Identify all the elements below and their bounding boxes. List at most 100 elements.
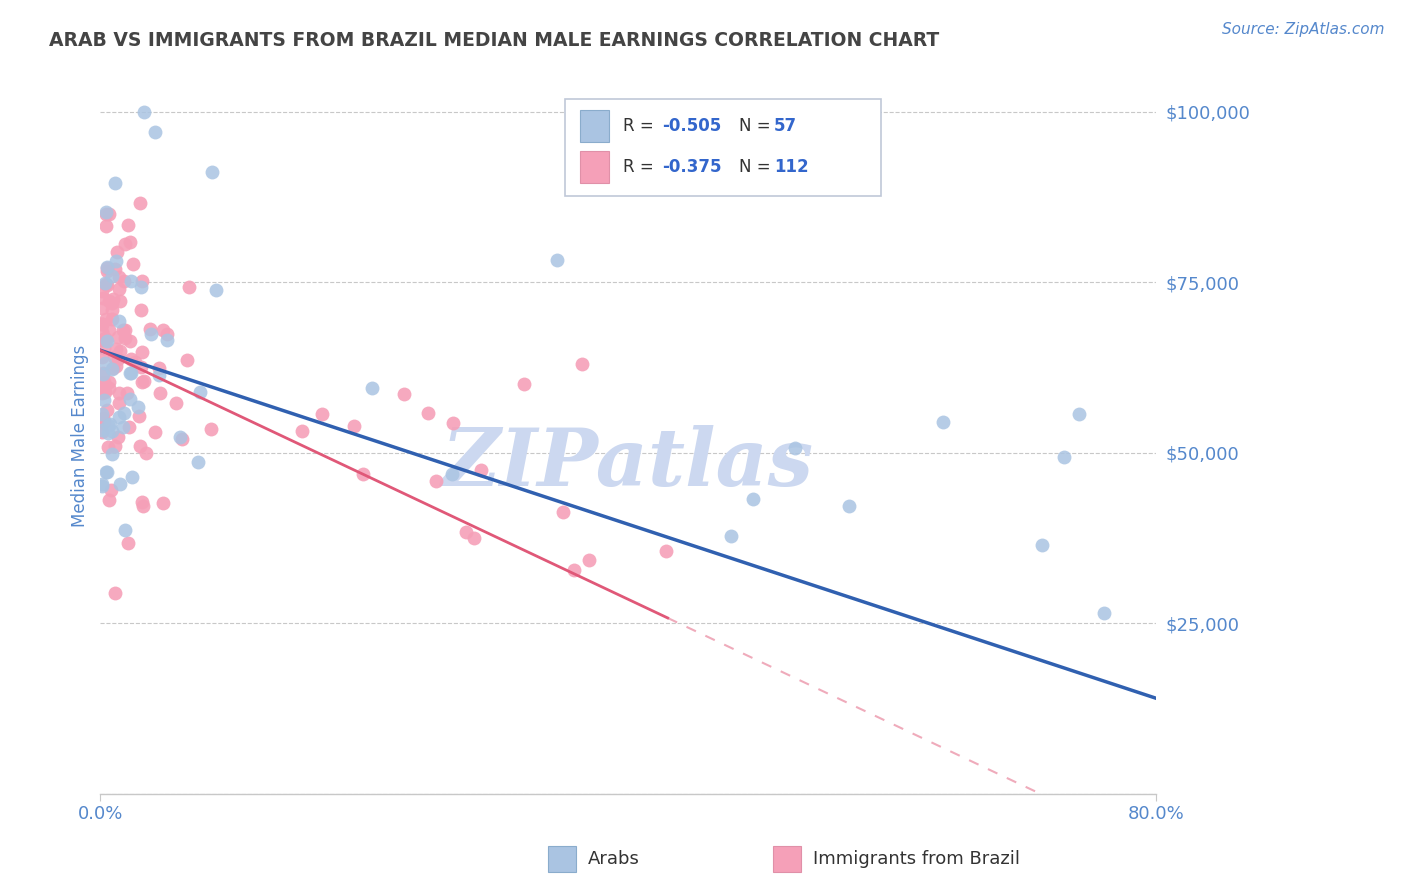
Point: [90, 350, 112, 364]
Point: [353, 467, 375, 481]
Point: [91, 367, 114, 381]
Point: [114, 237, 136, 252]
Point: [121, 470, 143, 484]
Point: [90, 284, 112, 298]
Point: [93, 375, 115, 389]
Point: [120, 274, 142, 288]
Point: [107, 352, 129, 367]
Point: [111, 323, 134, 337]
Point: [91, 318, 114, 332]
Point: [90, 425, 112, 440]
Point: [470, 463, 492, 477]
Point: [105, 359, 128, 373]
Point: [118, 392, 141, 406]
Point: [454, 525, 477, 540]
Point: [93, 385, 115, 400]
Point: [132, 499, 155, 513]
Point: [425, 474, 447, 488]
Point: [311, 407, 333, 421]
Point: [143, 425, 166, 440]
Point: [91, 423, 114, 437]
Point: [96, 219, 118, 234]
Point: [98, 207, 121, 221]
Text: R =: R =: [623, 158, 659, 176]
Point: [188, 385, 211, 400]
Text: ZIPatlas: ZIPatlas: [441, 425, 814, 503]
Point: [131, 375, 153, 389]
Point: [1092, 606, 1115, 620]
Point: [152, 323, 174, 337]
Point: [103, 350, 125, 364]
Point: [93, 331, 115, 345]
Point: [94, 207, 117, 221]
Text: Source: ZipAtlas.com: Source: ZipAtlas.com: [1222, 22, 1385, 37]
Point: [132, 374, 155, 388]
Bar: [579, 110, 609, 142]
Point: [124, 354, 146, 368]
Point: [135, 446, 157, 460]
Point: [100, 361, 122, 376]
Point: [90, 385, 112, 400]
Point: [94, 205, 117, 219]
Point: [112, 274, 135, 288]
Point: [152, 496, 174, 510]
Point: [91, 411, 114, 425]
Point: [553, 505, 575, 519]
Point: [120, 352, 142, 367]
Point: [97, 417, 120, 432]
Point: [96, 263, 118, 277]
Text: 112: 112: [773, 158, 808, 176]
Point: [176, 353, 198, 368]
Point: [463, 531, 485, 545]
Point: [97, 381, 120, 395]
Point: [107, 430, 129, 444]
Point: [93, 393, 115, 408]
Point: [108, 344, 131, 359]
Point: [90, 326, 112, 340]
Point: [93, 356, 115, 370]
Point: [101, 361, 124, 376]
Point: [104, 342, 127, 356]
Point: [90, 479, 112, 493]
Point: [114, 322, 136, 336]
Y-axis label: Median Male Earnings: Median Male Earnings: [72, 344, 89, 526]
Point: [93, 415, 115, 429]
Point: [131, 274, 153, 288]
Point: [91, 367, 114, 381]
Point: [94, 465, 117, 479]
Point: [100, 483, 122, 497]
Point: [97, 375, 120, 389]
Point: [94, 312, 117, 326]
Point: [111, 420, 134, 434]
Bar: [548, 846, 576, 872]
Point: [200, 422, 222, 436]
Point: [655, 544, 678, 558]
Point: [96, 277, 118, 292]
Point: [96, 260, 118, 275]
Point: [165, 396, 187, 410]
Point: [104, 262, 127, 277]
Point: [343, 419, 366, 434]
Point: [129, 303, 152, 318]
Point: [108, 386, 131, 401]
Point: [100, 312, 122, 326]
Point: [100, 296, 122, 310]
Text: -0.505: -0.505: [662, 117, 721, 136]
Point: [149, 385, 172, 400]
FancyBboxPatch shape: [565, 99, 882, 195]
Point: [513, 377, 536, 392]
Point: [1069, 407, 1091, 421]
Point: [107, 329, 129, 343]
Point: [179, 280, 201, 294]
Point: [114, 523, 136, 537]
Bar: [773, 846, 801, 872]
Point: [143, 124, 166, 138]
Text: N =: N =: [740, 158, 776, 176]
Point: [1053, 450, 1076, 464]
Point: [360, 381, 382, 395]
Point: [132, 104, 155, 119]
Point: [101, 447, 124, 461]
Point: [441, 416, 464, 430]
Point: [104, 586, 127, 600]
Point: [101, 268, 124, 283]
